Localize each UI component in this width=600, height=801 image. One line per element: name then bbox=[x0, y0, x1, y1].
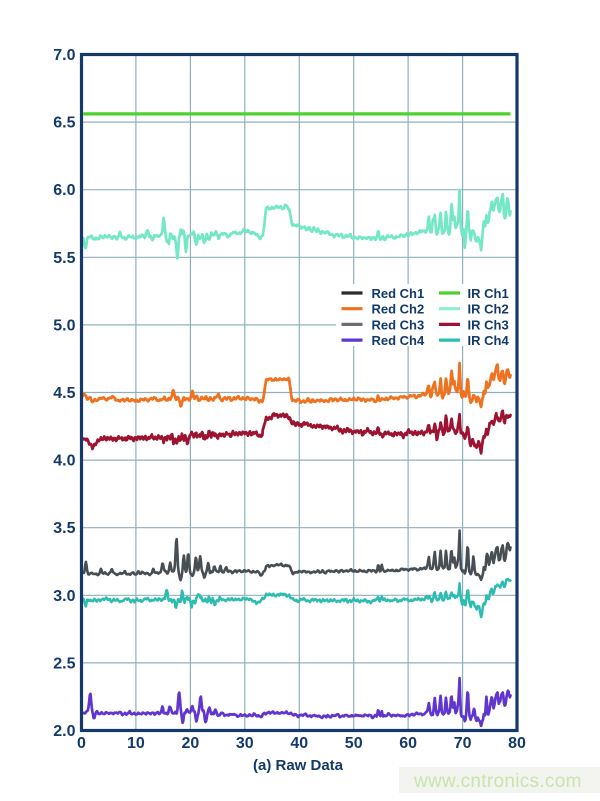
svg-text:5.0: 5.0 bbox=[53, 317, 75, 334]
svg-text:(a) Raw Data: (a) Raw Data bbox=[253, 757, 344, 774]
svg-text:5.5: 5.5 bbox=[53, 250, 75, 267]
svg-text:IR Ch2: IR Ch2 bbox=[468, 302, 509, 317]
svg-text:7.0: 7.0 bbox=[53, 47, 75, 64]
svg-text:80: 80 bbox=[508, 735, 526, 752]
svg-text:20: 20 bbox=[182, 735, 200, 752]
svg-text:Red Ch3: Red Ch3 bbox=[372, 317, 425, 332]
svg-text:2.0: 2.0 bbox=[53, 723, 75, 740]
svg-text:3.0: 3.0 bbox=[53, 588, 75, 605]
svg-text:IR Ch4: IR Ch4 bbox=[468, 333, 510, 348]
svg-text:Red Ch4: Red Ch4 bbox=[372, 333, 426, 348]
svg-text:30: 30 bbox=[236, 735, 254, 752]
svg-text:2.5: 2.5 bbox=[53, 655, 75, 672]
svg-text:IR Ch3: IR Ch3 bbox=[468, 317, 509, 332]
svg-text:www.cntronics.com: www.cntronics.com bbox=[413, 771, 582, 792]
svg-text:10: 10 bbox=[127, 735, 145, 752]
svg-text:Red Ch1: Red Ch1 bbox=[372, 286, 425, 301]
svg-text:3.5: 3.5 bbox=[53, 520, 75, 537]
svg-text:70: 70 bbox=[454, 735, 472, 752]
svg-text:IR Ch1: IR Ch1 bbox=[468, 286, 509, 301]
svg-text:40: 40 bbox=[290, 735, 308, 752]
svg-text:0: 0 bbox=[77, 735, 86, 752]
svg-text:4.0: 4.0 bbox=[53, 453, 75, 470]
svg-text:50: 50 bbox=[345, 735, 363, 752]
svg-text:6.5: 6.5 bbox=[53, 115, 75, 132]
svg-text:Red Ch2: Red Ch2 bbox=[372, 302, 425, 317]
svg-text:60: 60 bbox=[399, 735, 417, 752]
svg-text:4.5: 4.5 bbox=[53, 385, 75, 402]
svg-text:6.0: 6.0 bbox=[53, 182, 75, 199]
